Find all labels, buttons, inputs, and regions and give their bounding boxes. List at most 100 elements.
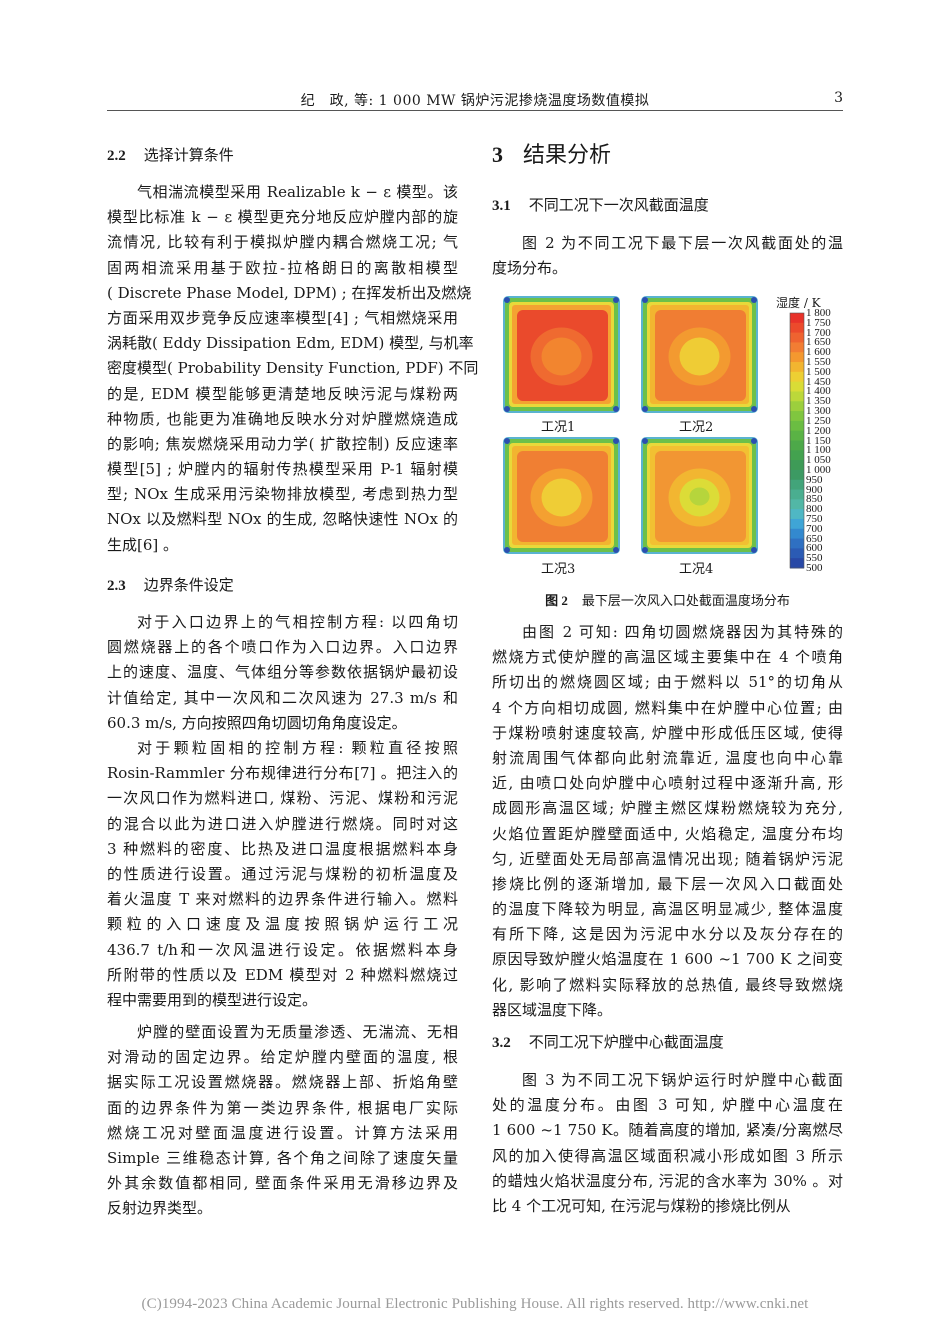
- colorbar-segment: [790, 548, 804, 559]
- text-line: 器区域温度下降。: [492, 1000, 613, 1019]
- text-line: 所切出的燃烧圆区域; 由于燃料以 51°的切角从: [492, 673, 843, 692]
- colorbar-segment: [790, 538, 804, 549]
- section-title: 选择计算条件: [143, 146, 234, 164]
- caption-text: 最下层一次风入口处截面温度场分布: [581, 594, 790, 609]
- case-label: 工况3: [541, 562, 576, 577]
- burner-corner: [504, 438, 510, 444]
- section-number: 2.3: [107, 578, 126, 594]
- colorbar-tick-label: 1 700: [806, 326, 831, 339]
- colorbar-segment: [790, 401, 804, 412]
- colorbar-tick-label: 750: [806, 512, 823, 525]
- text-line: 种物质, 也能更为准确地反映水分对炉膛燃烧造成: [107, 409, 458, 428]
- section-number: 3: [492, 142, 503, 167]
- right-column: 3 结果分析 3.1 不同工况下一次风截面温度 图 2 为不同工况下最下层一次风截面…: [492, 0, 843, 1280]
- text-line: 气相湍流模型采用 Realizable k − ε 模型。该: [137, 183, 458, 201]
- section-title: 边界条件设定: [143, 576, 234, 594]
- section-title: 结果分析: [523, 143, 612, 168]
- burner-corner: [613, 406, 619, 412]
- paragraph: 图 3 为不同工况下锅炉运行时炉膛中心截面 处的温度分布。由图 3 可知, 炉膛中…: [492, 1068, 843, 1219]
- text-line: 3 种燃料的密度、比热及进口温度根据燃料本身: [107, 839, 458, 858]
- colorbar-tick-label: 900: [806, 483, 823, 496]
- text-line: 有所下降, 这是因为污泥中水分以及灰分存在的: [492, 925, 843, 944]
- colorbar-tick-label: 1 550: [806, 356, 831, 369]
- contour-center: [541, 337, 582, 376]
- text-line: 的是, EDM 模型能够更清楚地反映污泥与煤粉两: [107, 384, 458, 403]
- copyright-footer: (C)1994-2023 China Academic Journal Elec…: [141, 1296, 809, 1312]
- text-line: 处的温度分布。由图 3 可知, 炉膛中心温度在: [492, 1096, 843, 1115]
- colorbar-tick-label: 1 150: [806, 434, 831, 447]
- text-line: 匀, 近壁面处无局部高温情况出现; 随着锅炉污泥: [492, 849, 843, 868]
- text-line: 对于颗粒固相的控制方程: 颗粒直径按照: [137, 739, 458, 757]
- text-line: NOx 以及燃料型 NOx 的生成, 忽略快速性 NOx 的: [107, 510, 458, 529]
- burner-corner: [751, 438, 757, 444]
- left-column: 2.2 选择计算条件 气相湍流模型采用 Realizable k − ε 模型。该…: [107, 0, 478, 1280]
- text-line: 生成[6] 。: [107, 535, 179, 554]
- text-line: 风的加入使得高温区域面积减小形成如图 3 所示: [492, 1146, 843, 1165]
- text-line: 的影响; 焦炭燃烧采用动力学( 扩散控制) 反应速率: [107, 434, 458, 453]
- text-line: 射流周围气体都向此射流靠近, 温度也向中心靠: [492, 748, 843, 767]
- text-line: 颗粒的入口速度及温度按照锅炉运行工况: [107, 915, 458, 934]
- section-number: 3.2: [492, 1035, 511, 1051]
- text-line: 所附带的性质以及 EDM 模型对 2 种燃料燃烧过: [107, 965, 458, 984]
- burner-corner: [504, 547, 510, 553]
- section-number: 3.1: [492, 198, 511, 214]
- colorbar-title: 湿度 / K: [776, 296, 821, 310]
- colorbar-segment: [790, 411, 804, 422]
- section-heading-3-2: 3.2 不同工况下炉膛中心截面温度: [492, 1030, 724, 1055]
- colorbar-tick-label: 550: [806, 552, 823, 565]
- paragraph: 由图 2 可知: 四角切圆燃烧器因为其特殊的燃烧方式使炉膛的高温区域主要集中在 …: [492, 620, 843, 1023]
- burner-corner: [504, 406, 510, 412]
- section-title: 不同工况下炉膛中心截面温度: [528, 1033, 724, 1051]
- colorbar-tick-label: 1 350: [806, 395, 831, 408]
- section-heading-2-2: 2.2 选择计算条件: [107, 143, 234, 168]
- colorbar-tick-label: 500: [806, 562, 823, 574]
- colorbar-tick-label: 1 050: [806, 454, 831, 467]
- section-number: 2.2: [107, 148, 126, 164]
- burner-corner: [613, 297, 619, 303]
- caption-number: 图 2: [545, 593, 568, 608]
- colorbar-segment: [790, 371, 804, 383]
- colorbar-tick-labels: 1 800 1 750 1 700 1 650 1 600 1 550 1 500 1 450…: [806, 308, 846, 574]
- text-line: ( Discrete Phase Model, DPM) ; 在挥发析出及燃烧: [107, 283, 472, 302]
- burner-corner: [642, 547, 648, 553]
- contour-plots: [503, 296, 805, 569]
- colorbar-segment: [790, 322, 804, 334]
- text-line: 的混合以此为进口进入炉膛进行燃烧。同时对这: [107, 814, 458, 833]
- colorbar-segment: [790, 381, 804, 392]
- text-line: 程中需要用到的模型进行设定。: [107, 990, 318, 1009]
- colorbar-tick-label: 1 200: [806, 424, 831, 437]
- colorbar-tick-label: 1 600: [806, 346, 831, 359]
- text-line: 反射边界类型。: [107, 1199, 213, 1218]
- colorbar-tick-label: 950: [806, 473, 823, 486]
- colorbar-tick-label: 650: [806, 532, 823, 545]
- text-line: 燃烧工况对壁面温度进行设置。计算方法采用: [107, 1123, 458, 1142]
- text-line: 火焰位置距炉膛壁面适中, 火焰稳定, 温度分布均: [492, 824, 843, 843]
- colorbar-tick-label: 1 250: [806, 414, 831, 427]
- section-heading-3: 3 结果分析: [492, 140, 611, 170]
- colorbar-segment: [790, 450, 804, 461]
- text-line: 上的速度、温度、气体组分等参数依据锅炉最初设: [107, 663, 458, 682]
- text-line: 于煤粉喷射速度较高, 炉膛中形成低压区域, 使得: [492, 723, 843, 742]
- colorbar-tick-label: 1 400: [806, 385, 831, 398]
- colorbar-tick-label: 1 100: [806, 444, 831, 457]
- case-label: 工况1: [541, 420, 576, 435]
- burner-corner: [504, 297, 510, 303]
- text-line: Rosin-Rammler 分布规律进行分布[7] 。把注入的: [107, 764, 458, 783]
- text-line: 由图 2 可知: 四角切圆燃烧器因为其特殊的: [522, 623, 843, 641]
- burner-corner: [642, 297, 648, 303]
- text-line: 圆燃烧器上的各个喷口作为入口边界。入口边界: [107, 638, 458, 657]
- text-line: 燃烧方式使炉膛的高温区域主要集中在 4 个喷角: [492, 648, 843, 667]
- text-line: 近, 由喷口处向炉膛中心喷射过程中逐渐升高, 形: [492, 774, 843, 793]
- colorbar-tick-label: 1 000: [806, 463, 831, 476]
- colorbar-segment: [790, 440, 804, 451]
- paragraph: 图 2 为不同工况下最下层一次风截面处的温 度场分布。: [492, 231, 843, 281]
- figure-caption: 图 2 最下层一次风入口处截面温度场分布: [492, 590, 843, 609]
- colorbar-segment: [790, 528, 804, 540]
- case-label: 工况2: [679, 420, 714, 435]
- colorbar-tick-label: 800: [806, 503, 823, 516]
- text-line: 方面采用双步竞争反应速率模型[4] ; 气相燃烧采用: [107, 308, 458, 327]
- colorbar-segment: [790, 342, 804, 353]
- running-title: 纪 政, 等: 1 000 MW 锅炉污泥掺烧温度场数值模拟: [300, 93, 650, 109]
- text-line: 外其余数值都相同, 壁面条件采用无滑移边界及: [107, 1174, 458, 1193]
- text-line: 对于入口边界上的气相控制方程: 以四角切: [137, 613, 458, 631]
